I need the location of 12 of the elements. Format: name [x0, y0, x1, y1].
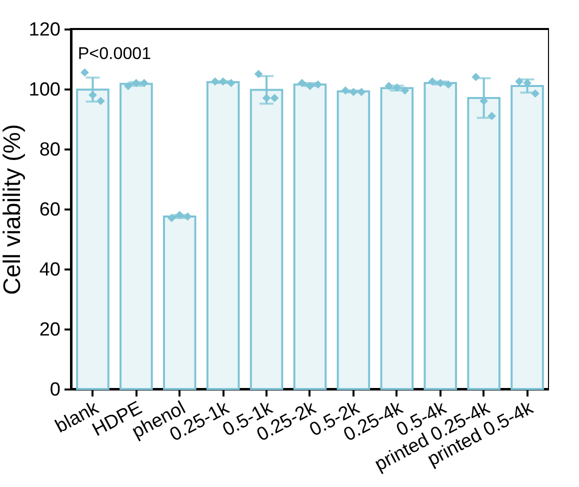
y-tick-label: 0 [50, 380, 60, 400]
bar [336, 90, 370, 390]
y-tick-label: 120 [28, 20, 60, 40]
y-tick-label: 20 [39, 320, 60, 340]
y-tick-label: 80 [39, 140, 60, 160]
y-tick-label: 60 [39, 200, 60, 220]
annotation: P<0.0001 [78, 44, 152, 63]
y-tick-label: 40 [39, 260, 60, 280]
y-tick-label: 100 [28, 80, 60, 100]
y-axis-title: Cell viability (%) [0, 124, 26, 295]
bar [206, 81, 240, 390]
bar [120, 82, 153, 390]
